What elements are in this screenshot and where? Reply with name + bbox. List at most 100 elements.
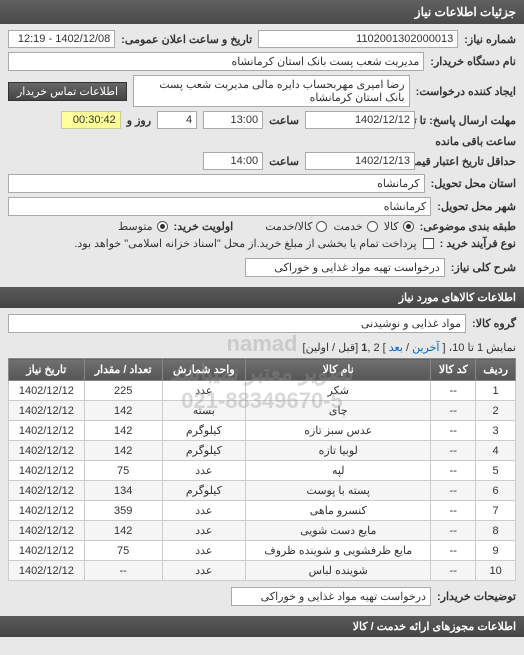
table-cell: عدد [162,521,246,541]
table-row: 6--پسته با پوستکیلوگرم1341402/12/12 [9,481,516,501]
deadline-valid-label: حداقل تاریخ اعتبار قیمت: تا تاریخ: [421,155,516,168]
table-cell: 359 [84,501,162,521]
desc-value: درخواست تهیه مواد غذایی و خوراکی [245,258,445,277]
process-label: نوع فرآیند خرید : [440,237,516,250]
table-cell: 1 [476,381,516,401]
days-remain: 4 [157,111,197,129]
table-cell: 4 [476,441,516,461]
table-cell: 1402/12/12 [9,521,85,541]
page-header: جزئیات اطلاعات نیاز [0,0,524,24]
number-label: شماره نیاز: [464,33,516,46]
table-header: نام کالا [246,359,431,381]
table-cell: کیلوگرم [162,481,246,501]
contact-button[interactable]: اطلاعات تماس خریدار [8,82,127,101]
table-cell: -- [431,401,476,421]
table-cell: پسته با پوست [246,481,431,501]
table-cell: مایع دست شویی [246,521,431,541]
time-label-2: ساعت [269,155,299,168]
creator-label: ایجاد کننده درخواست: [416,85,516,98]
table-cell: مایع ظرفشویی و شوینده ظروف [246,541,431,561]
priority-label: اولویت خرید: [174,220,234,233]
table-cell: 75 [84,541,162,561]
pager-sep1: / [403,342,412,354]
pager-next-link[interactable]: بعد [389,342,403,354]
table-row: 7--کنسرو ماهیعدد3591402/12/12 [9,501,516,521]
table-cell: -- [431,421,476,441]
table-header: کد کالا [431,359,476,381]
table-cell: 9 [476,541,516,561]
table-cell: 134 [84,481,162,501]
table-cell: 1402/12/12 [9,501,85,521]
table-cell: -- [431,521,476,541]
table-cell: عدد [162,461,246,481]
process-checkbox[interactable] [423,238,434,249]
radio-icon [316,221,327,232]
table-cell: 6 [476,481,516,501]
table-cell: 10 [476,561,516,581]
table-row: 1--شکرعدد2251402/12/12 [9,381,516,401]
table-cell: عدد [162,381,246,401]
table-cell: 142 [84,441,162,461]
time-label-1: ساعت [269,114,299,127]
desc-label: شرح کلی نیاز: [451,261,516,274]
buyer-desc-label: توضیحات خریدار: [437,590,516,603]
class-both-radio[interactable]: کالا/خدمت [265,220,327,233]
table-cell: 1402/12/12 [9,561,85,581]
table-cell: 1402/12/12 [9,541,85,561]
table-cell: 142 [84,421,162,441]
table-cell: کیلوگرم [162,421,246,441]
table-header: واحد شمارش [162,359,246,381]
class-both-text: کالا/خدمت [265,220,312,233]
radio-icon [367,221,378,232]
table-cell: عدد [162,541,246,561]
table-cell: کیلوگرم [162,441,246,461]
province-value: کرمانشاه [8,174,425,193]
creator-value: رضا امیری مهربحساب دایره مالی مدیریت شعب… [133,75,410,107]
priority-mid-radio[interactable]: متوسط [118,220,168,233]
table-cell: 5 [476,461,516,481]
table-cell: عدس سبز تازه [246,421,431,441]
table-cell: عدد [162,501,246,521]
table-row: 2--چایبسته1421402/12/12 [9,401,516,421]
table-row: 8--مایع دست شوییعدد1421402/12/12 [9,521,516,541]
table-row: 3--عدس سبز تازهکیلوگرم1421402/12/12 [9,421,516,441]
announce-value: 1402/12/08 - 12:19 [8,30,115,48]
table-cell: -- [431,381,476,401]
table-cell: بسته [162,401,246,421]
deadline-send-label: مهلت ارسال پاسخ: تا تاریخ: [421,114,516,127]
table-row: 5--لپهعدد751402/12/12 [9,461,516,481]
goods-section-header: اطلاعات کالاهای مورد نیاز [0,287,524,308]
table-cell: 7 [476,501,516,521]
class-goods-radio[interactable]: کالا [384,220,414,233]
group-value: مواد غذایی و نوشیدنی [8,314,466,333]
table-cell: شوینده لباس [246,561,431,581]
table-header: تاریخ نیاز [9,359,85,381]
table-cell: -- [431,501,476,521]
pager-last-link[interactable]: آخرین [412,342,439,354]
table-row: 9--مایع ظرفشویی و شوینده ظروفعدد751402/1… [9,541,516,561]
buyer-value: مدیریت شعب پست بانک استان کرمانشاه [8,52,424,71]
buyer-desc-value: درخواست تهیه مواد غذایی و خوراکی [231,587,431,606]
pager-suffix: [قبل / اولین] [303,342,362,354]
radio-icon [403,221,414,232]
table-cell: شکر [246,381,431,401]
table-cell: 8 [476,521,516,541]
table-cell: 1402/12/12 [9,441,85,461]
table-cell: -- [431,461,476,481]
number-value: 1102001302000013 [258,30,458,48]
class-service-radio[interactable]: خدمت [333,220,377,233]
table-cell: 3 [476,421,516,441]
table-cell: لپه [246,461,431,481]
class-label: طبقه بندی موضوعی: [420,220,516,233]
table-row: 10--شوینده لباسعدد--1402/12/12 [9,561,516,581]
province-label: استان محل تحویل: [431,177,516,190]
table-cell: لوبیا تازه [246,441,431,461]
table-cell: 75 [84,461,162,481]
table-cell: عدد [162,561,246,581]
days-label: روز و [127,114,151,127]
table-cell: -- [431,561,476,581]
announce-label: تاریخ و ساعت اعلان عمومی: [121,33,252,46]
table-cell: 1402/12/12 [9,401,85,421]
table-cell: 2 [476,401,516,421]
priority-mid-text: متوسط [118,220,153,233]
